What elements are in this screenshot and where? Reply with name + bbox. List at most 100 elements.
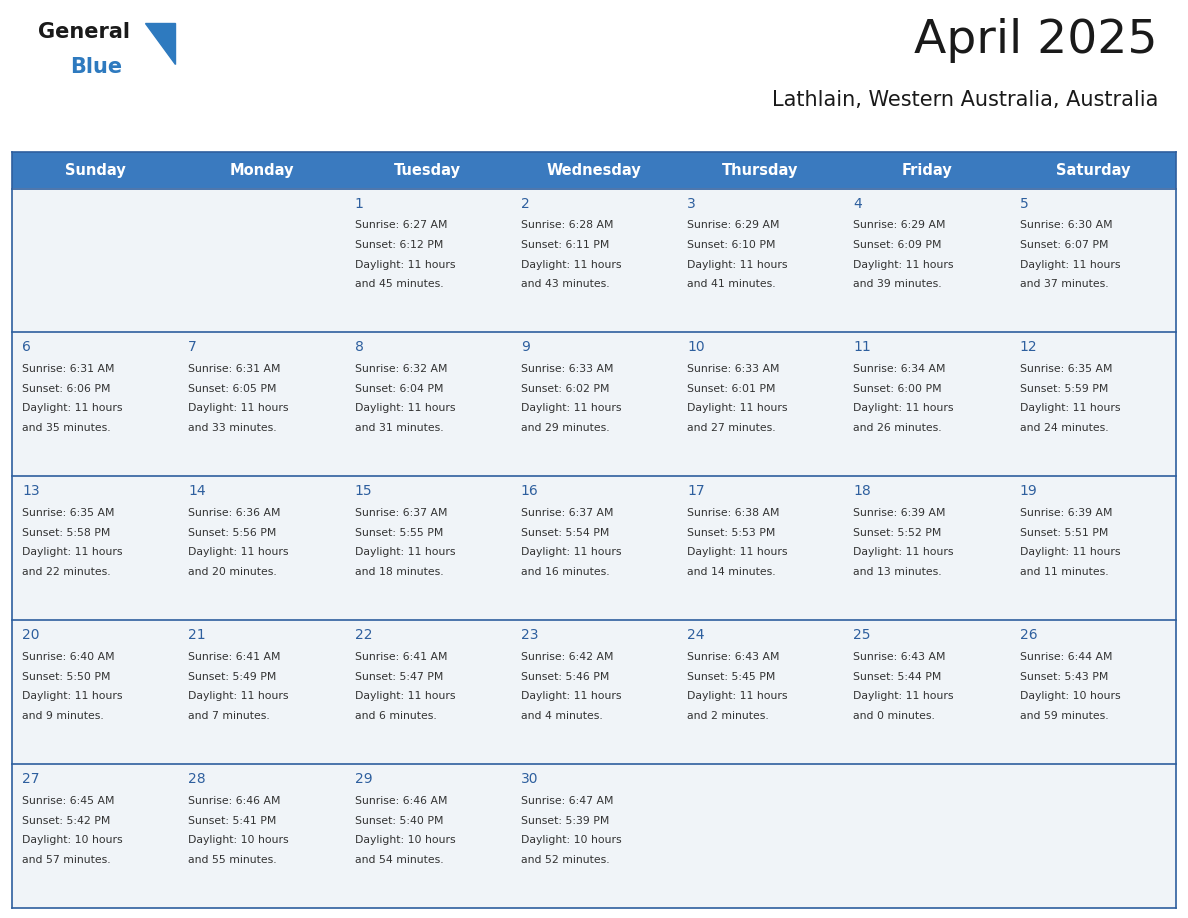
Text: and 18 minutes.: and 18 minutes. bbox=[354, 566, 443, 577]
Text: Sunrise: 6:31 AM: Sunrise: 6:31 AM bbox=[23, 364, 114, 375]
Text: 11: 11 bbox=[853, 341, 871, 354]
Text: Daylight: 11 hours: Daylight: 11 hours bbox=[1019, 403, 1120, 413]
Text: 27: 27 bbox=[23, 772, 39, 786]
Text: Sunrise: 6:41 AM: Sunrise: 6:41 AM bbox=[354, 652, 447, 662]
Text: Daylight: 11 hours: Daylight: 11 hours bbox=[520, 403, 621, 413]
Text: Lathlain, Western Australia, Australia: Lathlain, Western Australia, Australia bbox=[772, 90, 1158, 110]
Text: Daylight: 10 hours: Daylight: 10 hours bbox=[188, 835, 289, 845]
Text: 14: 14 bbox=[188, 485, 206, 498]
Bar bbox=[12, 152, 1176, 188]
Text: Sunset: 6:06 PM: Sunset: 6:06 PM bbox=[23, 384, 110, 394]
Text: and 35 minutes.: and 35 minutes. bbox=[23, 423, 110, 433]
Bar bbox=[12, 764, 1176, 908]
Bar bbox=[12, 332, 1176, 476]
Text: 3: 3 bbox=[687, 196, 696, 210]
Text: Daylight: 11 hours: Daylight: 11 hours bbox=[188, 691, 289, 701]
Text: Daylight: 10 hours: Daylight: 10 hours bbox=[520, 835, 621, 845]
Text: and 11 minutes.: and 11 minutes. bbox=[1019, 566, 1108, 577]
Text: Sunset: 5:43 PM: Sunset: 5:43 PM bbox=[1019, 672, 1108, 682]
Text: Sunrise: 6:43 AM: Sunrise: 6:43 AM bbox=[687, 652, 779, 662]
Text: Sunrise: 6:44 AM: Sunrise: 6:44 AM bbox=[1019, 652, 1112, 662]
Text: and 54 minutes.: and 54 minutes. bbox=[354, 855, 443, 865]
Text: Sunrise: 6:46 AM: Sunrise: 6:46 AM bbox=[354, 796, 447, 806]
Text: Sunset: 5:44 PM: Sunset: 5:44 PM bbox=[853, 672, 942, 682]
Text: Sunset: 5:51 PM: Sunset: 5:51 PM bbox=[1019, 528, 1108, 538]
Text: Daylight: 11 hours: Daylight: 11 hours bbox=[520, 260, 621, 270]
Text: Sunrise: 6:39 AM: Sunrise: 6:39 AM bbox=[853, 509, 946, 519]
Text: Sunset: 6:04 PM: Sunset: 6:04 PM bbox=[354, 384, 443, 394]
Text: Blue: Blue bbox=[70, 57, 122, 77]
Text: Sunrise: 6:29 AM: Sunrise: 6:29 AM bbox=[853, 220, 946, 230]
Text: and 9 minutes.: and 9 minutes. bbox=[23, 711, 103, 721]
Text: Sunrise: 6:39 AM: Sunrise: 6:39 AM bbox=[1019, 509, 1112, 519]
Text: 7: 7 bbox=[188, 341, 197, 354]
Text: Daylight: 11 hours: Daylight: 11 hours bbox=[687, 691, 788, 701]
Text: Sunset: 6:09 PM: Sunset: 6:09 PM bbox=[853, 240, 942, 250]
Text: and 37 minutes.: and 37 minutes. bbox=[1019, 279, 1108, 289]
Text: 12: 12 bbox=[1019, 341, 1037, 354]
Text: Sunset: 5:54 PM: Sunset: 5:54 PM bbox=[520, 528, 609, 538]
Text: and 57 minutes.: and 57 minutes. bbox=[23, 855, 110, 865]
Text: Thursday: Thursday bbox=[722, 162, 798, 178]
Text: Wednesday: Wednesday bbox=[546, 162, 642, 178]
Text: Daylight: 11 hours: Daylight: 11 hours bbox=[354, 547, 455, 557]
Text: Sunset: 5:41 PM: Sunset: 5:41 PM bbox=[188, 815, 277, 825]
Text: Daylight: 11 hours: Daylight: 11 hours bbox=[23, 691, 122, 701]
Text: Saturday: Saturday bbox=[1056, 162, 1130, 178]
Bar bbox=[12, 188, 1176, 332]
Text: General: General bbox=[38, 22, 129, 42]
Text: Sunrise: 6:37 AM: Sunrise: 6:37 AM bbox=[354, 509, 447, 519]
Text: Daylight: 11 hours: Daylight: 11 hours bbox=[520, 691, 621, 701]
Text: and 29 minutes.: and 29 minutes. bbox=[520, 423, 609, 433]
Text: Daylight: 11 hours: Daylight: 11 hours bbox=[188, 547, 289, 557]
Text: 24: 24 bbox=[687, 628, 704, 643]
Text: 8: 8 bbox=[354, 341, 364, 354]
Text: 20: 20 bbox=[23, 628, 39, 643]
Text: and 16 minutes.: and 16 minutes. bbox=[520, 566, 609, 577]
Text: Sunset: 5:58 PM: Sunset: 5:58 PM bbox=[23, 528, 110, 538]
Text: Sunset: 6:07 PM: Sunset: 6:07 PM bbox=[1019, 240, 1108, 250]
Text: and 55 minutes.: and 55 minutes. bbox=[188, 855, 277, 865]
Text: Sunrise: 6:36 AM: Sunrise: 6:36 AM bbox=[188, 509, 280, 519]
Text: and 45 minutes.: and 45 minutes. bbox=[354, 279, 443, 289]
Text: Sunset: 6:11 PM: Sunset: 6:11 PM bbox=[520, 240, 609, 250]
Text: 1: 1 bbox=[354, 196, 364, 210]
Text: Sunrise: 6:35 AM: Sunrise: 6:35 AM bbox=[23, 509, 114, 519]
Text: Daylight: 11 hours: Daylight: 11 hours bbox=[687, 403, 788, 413]
Text: Daylight: 11 hours: Daylight: 11 hours bbox=[687, 260, 788, 270]
Text: Sunrise: 6:29 AM: Sunrise: 6:29 AM bbox=[687, 220, 779, 230]
Text: 26: 26 bbox=[1019, 628, 1037, 643]
Text: April 2025: April 2025 bbox=[915, 18, 1158, 63]
Text: 28: 28 bbox=[188, 772, 206, 786]
Text: and 43 minutes.: and 43 minutes. bbox=[520, 279, 609, 289]
Polygon shape bbox=[145, 23, 175, 64]
Text: Sunset: 5:52 PM: Sunset: 5:52 PM bbox=[853, 528, 942, 538]
Text: Daylight: 11 hours: Daylight: 11 hours bbox=[853, 691, 954, 701]
Text: Friday: Friday bbox=[902, 162, 952, 178]
Text: Sunrise: 6:33 AM: Sunrise: 6:33 AM bbox=[687, 364, 779, 375]
Text: and 4 minutes.: and 4 minutes. bbox=[520, 711, 602, 721]
Text: and 24 minutes.: and 24 minutes. bbox=[1019, 423, 1108, 433]
Text: Sunrise: 6:47 AM: Sunrise: 6:47 AM bbox=[520, 796, 613, 806]
Text: Sunrise: 6:28 AM: Sunrise: 6:28 AM bbox=[520, 220, 613, 230]
Text: Daylight: 11 hours: Daylight: 11 hours bbox=[853, 403, 954, 413]
Text: Sunrise: 6:34 AM: Sunrise: 6:34 AM bbox=[853, 364, 946, 375]
Text: and 6 minutes.: and 6 minutes. bbox=[354, 711, 436, 721]
Text: and 52 minutes.: and 52 minutes. bbox=[520, 855, 609, 865]
Text: 17: 17 bbox=[687, 485, 704, 498]
Bar bbox=[12, 621, 1176, 764]
Text: Sunset: 6:01 PM: Sunset: 6:01 PM bbox=[687, 384, 776, 394]
Text: Daylight: 11 hours: Daylight: 11 hours bbox=[853, 260, 954, 270]
Text: 22: 22 bbox=[354, 628, 372, 643]
Text: 18: 18 bbox=[853, 485, 871, 498]
Text: 10: 10 bbox=[687, 341, 704, 354]
Text: 16: 16 bbox=[520, 485, 538, 498]
Text: Sunrise: 6:38 AM: Sunrise: 6:38 AM bbox=[687, 509, 779, 519]
Text: Daylight: 11 hours: Daylight: 11 hours bbox=[687, 547, 788, 557]
Text: and 31 minutes.: and 31 minutes. bbox=[354, 423, 443, 433]
Text: and 22 minutes.: and 22 minutes. bbox=[23, 566, 110, 577]
Text: and 41 minutes.: and 41 minutes. bbox=[687, 279, 776, 289]
Text: Tuesday: Tuesday bbox=[394, 162, 461, 178]
Text: 6: 6 bbox=[23, 341, 31, 354]
Text: Sunrise: 6:42 AM: Sunrise: 6:42 AM bbox=[520, 652, 613, 662]
